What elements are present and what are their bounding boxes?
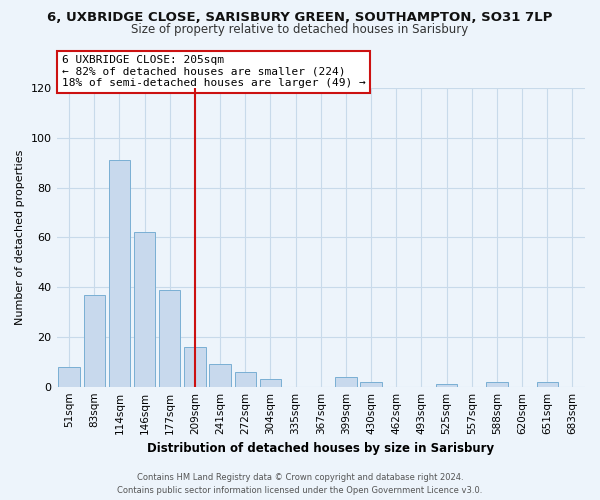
Text: 6, UXBRIDGE CLOSE, SARISBURY GREEN, SOUTHAMPTON, SO31 7LP: 6, UXBRIDGE CLOSE, SARISBURY GREEN, SOUT… — [47, 11, 553, 24]
Bar — [235, 372, 256, 386]
Bar — [335, 376, 356, 386]
Bar — [436, 384, 457, 386]
Bar — [486, 382, 508, 386]
Y-axis label: Number of detached properties: Number of detached properties — [15, 150, 25, 325]
Bar — [159, 290, 181, 386]
Bar — [260, 379, 281, 386]
Text: Size of property relative to detached houses in Sarisbury: Size of property relative to detached ho… — [131, 22, 469, 36]
Text: Contains HM Land Registry data © Crown copyright and database right 2024.
Contai: Contains HM Land Registry data © Crown c… — [118, 473, 482, 495]
Bar — [58, 367, 80, 386]
Bar — [209, 364, 231, 386]
Bar — [184, 347, 206, 387]
Bar — [361, 382, 382, 386]
Bar — [109, 160, 130, 386]
Bar — [536, 382, 558, 386]
Bar — [134, 232, 155, 386]
Text: 6 UXBRIDGE CLOSE: 205sqm
← 82% of detached houses are smaller (224)
18% of semi-: 6 UXBRIDGE CLOSE: 205sqm ← 82% of detach… — [62, 55, 365, 88]
X-axis label: Distribution of detached houses by size in Sarisbury: Distribution of detached houses by size … — [147, 442, 494, 455]
Bar — [83, 294, 105, 386]
